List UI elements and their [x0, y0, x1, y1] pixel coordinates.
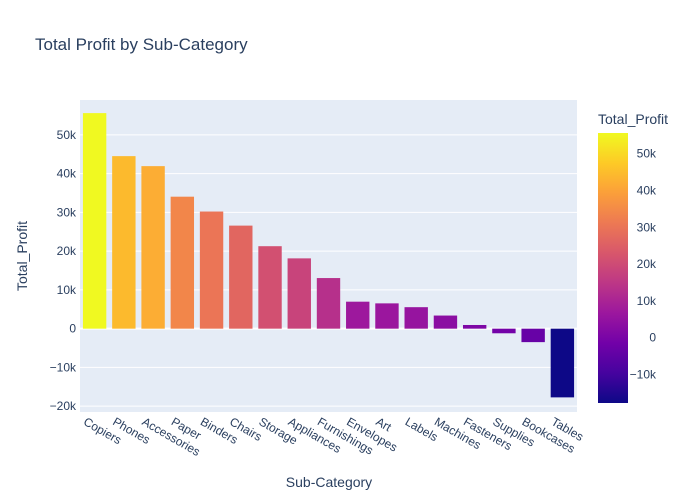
- colorbar-tick-label: 30k: [637, 220, 657, 234]
- colorbar-title: Total_Profit: [598, 111, 668, 127]
- y-tick-label: −10k: [50, 360, 77, 374]
- bar-fasteners[interactable]: [462, 324, 487, 329]
- colorbar-ticks: −10k 0 10k 20k 30k 40k 50k: [630, 147, 657, 382]
- y-axis-ticks: −20k −10k 0 10k 20k 30k 40k 50k: [50, 128, 77, 413]
- colorbar-tick-label: 40k: [637, 183, 657, 197]
- bar-binders[interactable]: [199, 211, 224, 329]
- bar-bookcases[interactable]: [521, 328, 545, 343]
- bars[interactable]: [82, 113, 575, 398]
- bar-phones[interactable]: [112, 156, 136, 329]
- bar-labels[interactable]: [404, 307, 428, 329]
- chart-title: Total Profit by Sub-Category: [35, 35, 248, 54]
- y-tick-label: 40k: [57, 167, 77, 181]
- x-axis-title: Sub-Category: [286, 474, 372, 490]
- x-tick-label: Art: [373, 414, 394, 434]
- colorbar-tick-label: 20k: [637, 257, 657, 271]
- y-tick-label: 30k: [57, 205, 77, 219]
- y-tick-label: −20k: [50, 399, 77, 413]
- bar-accessories[interactable]: [141, 166, 165, 329]
- y-tick-label: 0: [69, 322, 76, 336]
- x-axis-ticks: CopiersPhonesAccessoriesPaperBindersChai…: [81, 414, 586, 458]
- colorbar: [598, 133, 628, 403]
- y-tick-label: 10k: [57, 283, 77, 297]
- bar-paper[interactable]: [170, 196, 195, 329]
- colorbar-tick-label: 50k: [637, 147, 657, 161]
- bar-supplies[interactable]: [492, 328, 516, 334]
- bar-tables[interactable]: [550, 328, 575, 398]
- y-tick-label: 20k: [57, 244, 77, 258]
- colorbar-tick-label: 0: [649, 331, 656, 345]
- bar-copiers[interactable]: [82, 113, 107, 329]
- bar-envelopes[interactable]: [346, 301, 370, 329]
- bar-machines[interactable]: [433, 315, 458, 329]
- bar-storage[interactable]: [258, 246, 282, 329]
- bar-appliances[interactable]: [287, 258, 311, 329]
- bar-chairs[interactable]: [229, 225, 253, 329]
- y-axis-title: Total_Profit: [14, 221, 30, 291]
- colorbar-tick-label: 10k: [637, 294, 657, 308]
- bar-art[interactable]: [375, 303, 399, 329]
- colorbar-tick-label: −10k: [630, 368, 657, 382]
- y-tick-label: 50k: [57, 128, 77, 142]
- x-tick-label: Labels: [403, 414, 441, 444]
- bar-furnishings[interactable]: [316, 278, 341, 329]
